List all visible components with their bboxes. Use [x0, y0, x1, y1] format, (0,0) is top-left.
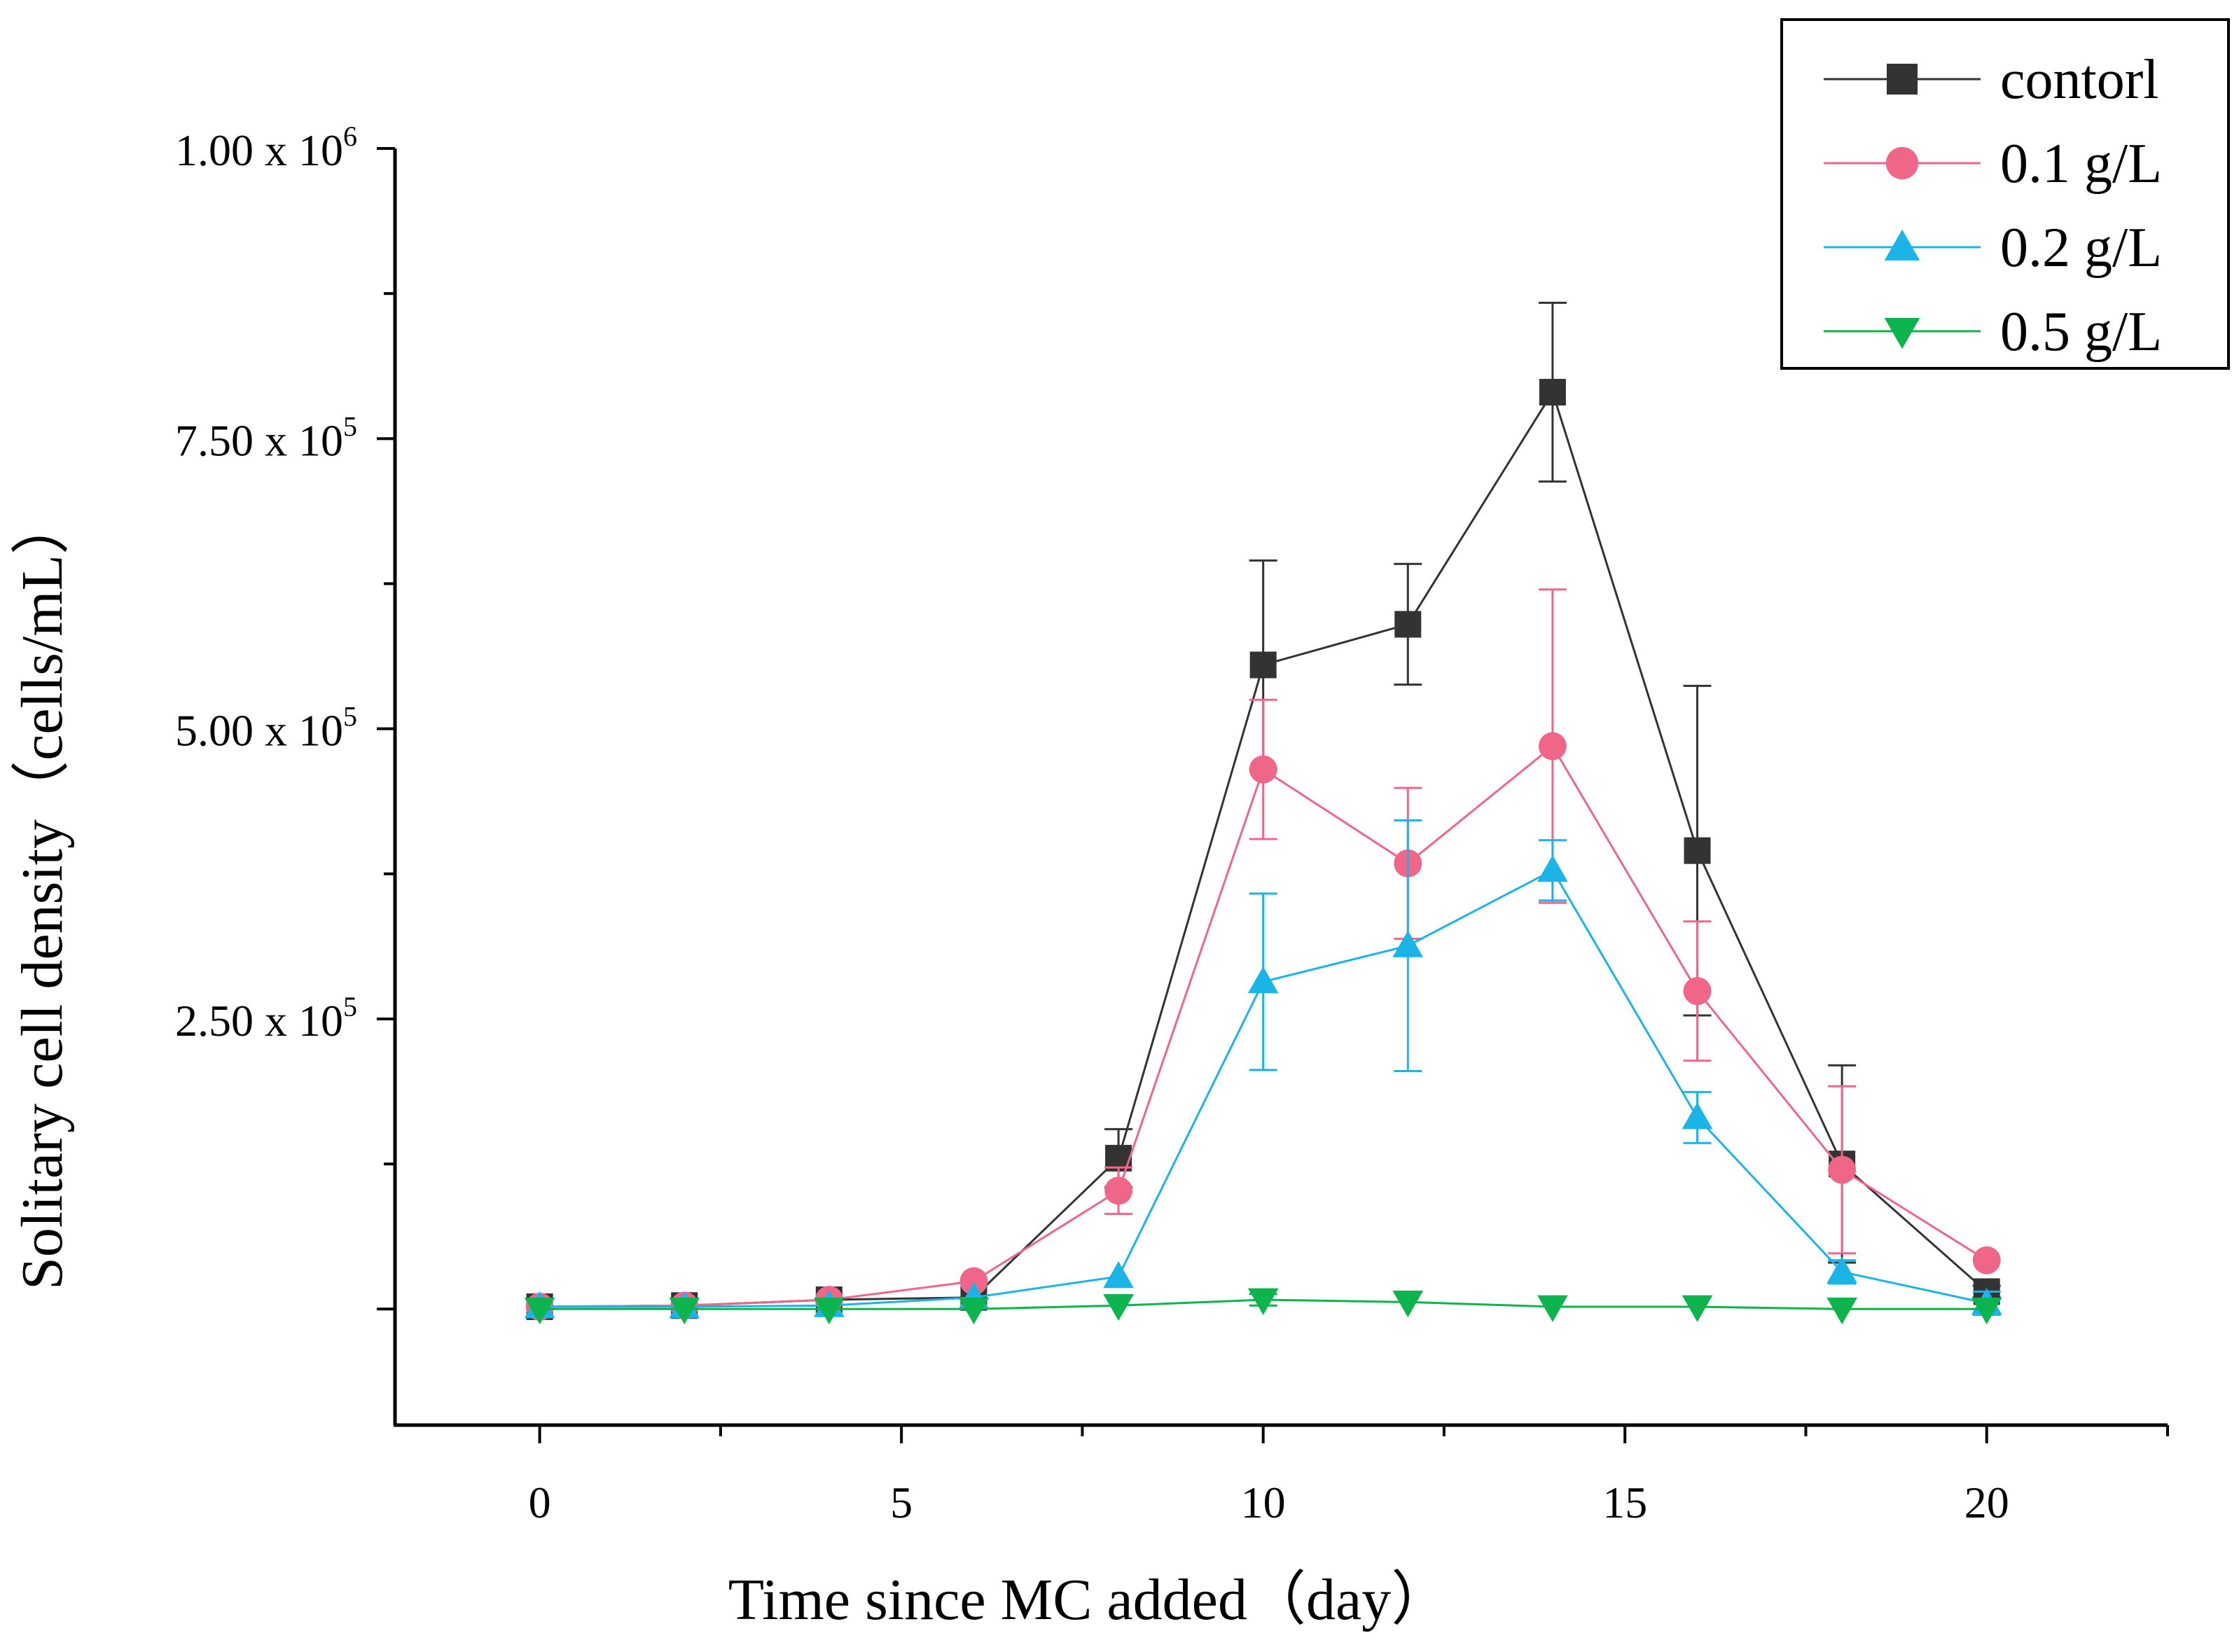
data-point — [958, 1297, 990, 1325]
data-point — [1247, 966, 1279, 994]
series-layer — [524, 301, 2002, 1325]
data-point — [1972, 1246, 2001, 1275]
legend-label: contorl — [2000, 49, 2159, 111]
data-point — [1394, 611, 1422, 638]
legend-marker — [1884, 318, 1920, 349]
data-point — [1249, 755, 1277, 784]
legend-marker — [1884, 229, 1920, 261]
data-point — [1971, 1297, 2002, 1325]
legend: contorl 0.1 g/L 0.2 g/L 0.5 g/L — [1780, 18, 2230, 370]
legend-label: 0.5 g/L — [2000, 301, 2162, 363]
data-point — [1539, 379, 1566, 406]
y-tick-label: 5.00 x 105 — [175, 701, 357, 756]
axes — [393, 148, 2168, 1427]
data-point — [669, 1297, 700, 1325]
legend-box — [1780, 18, 2230, 370]
y-tick-label: 1.00 x 106 — [175, 120, 357, 175]
series-line — [539, 389, 1988, 1308]
y-tick-label: 2.50 x 105 — [175, 991, 357, 1046]
legend-label: 0.1 g/L — [2000, 133, 2162, 195]
legend-marker — [1885, 146, 1919, 180]
data-point — [1249, 651, 1277, 679]
data-point — [1538, 732, 1567, 761]
x-axis-title: Time since MC added（day） — [728, 1567, 1450, 1632]
data-point — [524, 1297, 555, 1325]
x-tick-label: 15 — [1602, 1478, 1647, 1527]
legend-marker — [1887, 64, 1918, 95]
legend-label: 0.2 g/L — [2000, 217, 2162, 279]
data-point — [1828, 1155, 1857, 1184]
x-tick-label: 0 — [529, 1478, 551, 1527]
series-2 — [524, 819, 2002, 1319]
data-point — [959, 1267, 988, 1296]
y-axis-title: Solitary cell density（cells/mL） — [10, 496, 75, 1290]
data-point — [1103, 1293, 1134, 1321]
data-point — [1826, 1297, 1857, 1325]
x-tick-label: 5 — [890, 1478, 913, 1527]
data-point — [1103, 1261, 1134, 1289]
data-point — [1392, 1290, 1424, 1318]
x-tick-label: 20 — [1964, 1478, 2009, 1527]
data-point — [1247, 1288, 1279, 1315]
data-point — [1104, 1176, 1133, 1205]
data-point — [1537, 1295, 1568, 1322]
data-point — [1682, 1295, 1713, 1322]
data-point — [1537, 854, 1568, 882]
data-point — [1682, 1102, 1713, 1130]
x-tick-label: 10 — [1241, 1478, 1286, 1527]
y-tick-label: 7.50 x 105 — [175, 410, 357, 465]
data-point — [813, 1297, 845, 1325]
data-point — [1683, 977, 1712, 1006]
ticks: 0 5 10 15 20 2.50 x 105 5.00 x 105 7.50 x 105 1.… — [175, 120, 2169, 1527]
data-point — [1392, 930, 1424, 957]
series-3 — [524, 1288, 2002, 1325]
data-point — [1826, 1256, 1857, 1284]
data-point — [1684, 837, 1711, 864]
